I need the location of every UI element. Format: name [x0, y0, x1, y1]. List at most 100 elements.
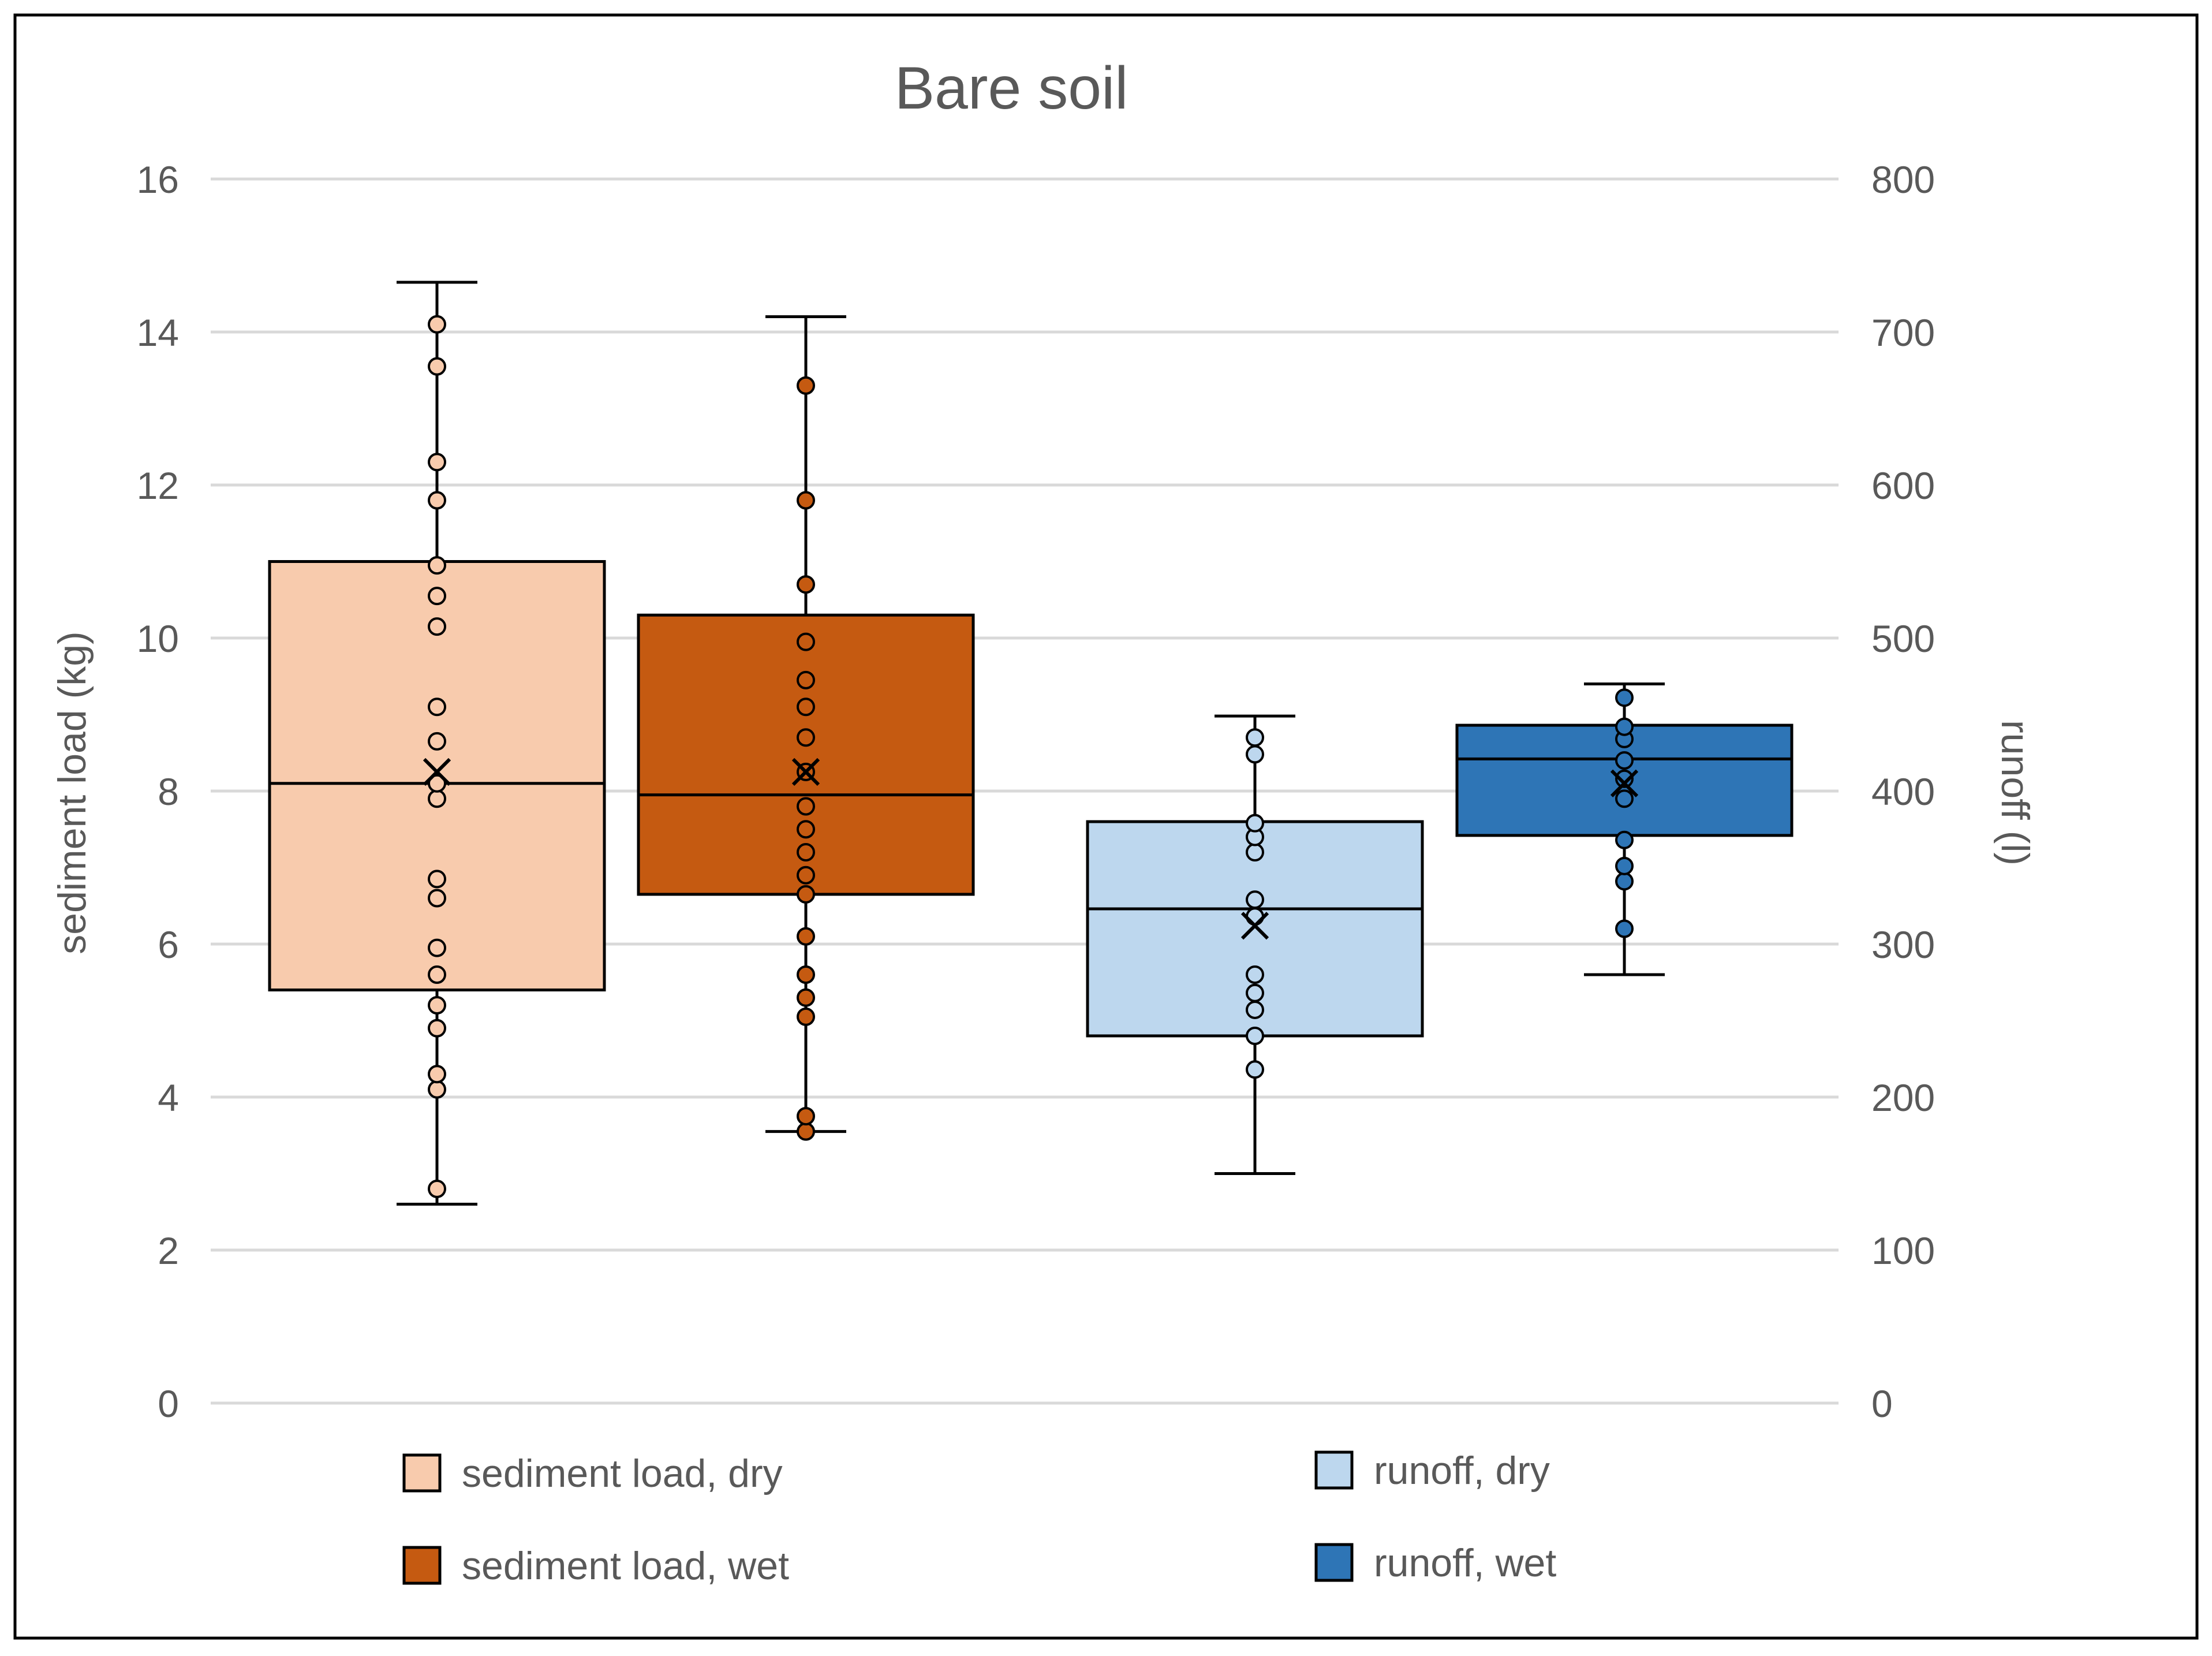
box-series-3 [1086, 714, 1424, 1175]
data-point [428, 938, 446, 957]
data-point [428, 774, 446, 793]
data-point [1615, 830, 1634, 849]
right-tick-label: 100 [1871, 1229, 1935, 1272]
data-point [428, 732, 446, 751]
data-point [797, 698, 815, 717]
data-point [797, 1107, 815, 1126]
data-point [428, 1180, 446, 1198]
data-point [797, 797, 815, 816]
data-point [797, 988, 815, 1007]
data-point [428, 315, 446, 334]
data-point [428, 889, 446, 908]
legend-label: runoff, wet [1374, 1541, 1556, 1585]
left-axis-ticks: 0 2 4 6 8 10 12 14 16 [137, 158, 179, 1425]
data-point [1615, 872, 1634, 891]
right-axis-ticks: 0 100 200 300 400 500 600 700 800 [1871, 158, 1935, 1425]
right-tick-label: 0 [1871, 1382, 1893, 1425]
data-point [428, 965, 446, 984]
data-point [428, 617, 446, 636]
mean-marker [423, 758, 451, 786]
data-point [1615, 751, 1634, 770]
right-tick-label: 400 [1871, 770, 1935, 813]
data-point [797, 866, 815, 885]
legend-swatch [1314, 1543, 1354, 1582]
data-point [1246, 745, 1264, 764]
left-tick-label: 12 [137, 464, 179, 507]
chart-title: Bare soil [895, 55, 1129, 122]
box-series-1 [268, 281, 606, 1206]
legend-label: sediment load, dry [462, 1452, 783, 1495]
data-point [428, 870, 446, 889]
mean-marker [1610, 769, 1639, 797]
legend-swatch [1314, 1450, 1354, 1490]
data-point [797, 728, 815, 747]
data-point [1615, 919, 1634, 938]
left-tick-label: 0 [158, 1382, 179, 1425]
data-point [1615, 856, 1634, 875]
data-point [797, 376, 815, 395]
data-point [1246, 1027, 1264, 1045]
data-point [797, 575, 815, 594]
legend-swatch [402, 1546, 442, 1585]
box-series-4 [1455, 682, 1793, 976]
left-tick-label: 14 [137, 311, 179, 354]
legend-label: runoff, dry [1374, 1449, 1550, 1493]
data-point [797, 632, 815, 651]
left-tick-label: 8 [158, 770, 179, 813]
data-point [797, 820, 815, 839]
data-point [797, 885, 815, 904]
data-point [428, 1080, 446, 1099]
right-axis-label: runoff (l) [1993, 720, 2037, 866]
legend-swatch [402, 1453, 442, 1493]
mean-marker [791, 758, 820, 786]
data-point [1246, 728, 1264, 747]
data-point [1246, 1060, 1264, 1079]
left-tick-label: 16 [137, 158, 179, 201]
data-point [1246, 983, 1264, 1002]
data-point [428, 587, 446, 606]
data-point [797, 927, 815, 946]
data-point [1615, 688, 1634, 707]
data-point [797, 670, 815, 689]
left-tick-label: 2 [158, 1229, 179, 1272]
data-point [1246, 890, 1264, 909]
right-tick-label: 700 [1871, 311, 1935, 354]
legend-label: sediment load, wet [462, 1544, 789, 1588]
data-point [428, 789, 446, 808]
data-point [428, 357, 446, 376]
gridlines [211, 177, 1839, 1405]
data-point [428, 556, 446, 575]
left-axis-label: sediment load (kg) [50, 631, 94, 954]
data-point [428, 1065, 446, 1084]
left-tick-label: 6 [158, 923, 179, 966]
data-point [1246, 1000, 1264, 1019]
data-point [428, 453, 446, 472]
data-point [797, 965, 815, 984]
data-point [428, 1019, 446, 1038]
data-point [1615, 769, 1634, 788]
left-tick-label: 10 [137, 617, 179, 660]
right-tick-label: 300 [1871, 923, 1935, 966]
data-point [1246, 965, 1264, 984]
data-point [797, 843, 815, 861]
data-point [428, 698, 446, 717]
data-point [428, 491, 446, 510]
data-point [797, 1007, 815, 1026]
data-point [1246, 814, 1264, 833]
data-point [1246, 843, 1264, 861]
right-tick-label: 600 [1871, 464, 1935, 507]
box-series-2 [637, 315, 975, 1141]
legend: sediment load, dry sediment load, wet runo… [402, 1449, 1556, 1588]
data-point [797, 491, 815, 510]
right-tick-label: 500 [1871, 617, 1935, 660]
left-tick-label: 4 [158, 1076, 179, 1119]
data-point [1615, 789, 1634, 808]
data-point [797, 1122, 815, 1141]
right-tick-label: 200 [1871, 1076, 1935, 1119]
data-point [1615, 717, 1634, 736]
right-tick-label: 800 [1871, 158, 1935, 201]
mean-marker [1240, 912, 1269, 940]
box-series [268, 281, 1793, 1206]
